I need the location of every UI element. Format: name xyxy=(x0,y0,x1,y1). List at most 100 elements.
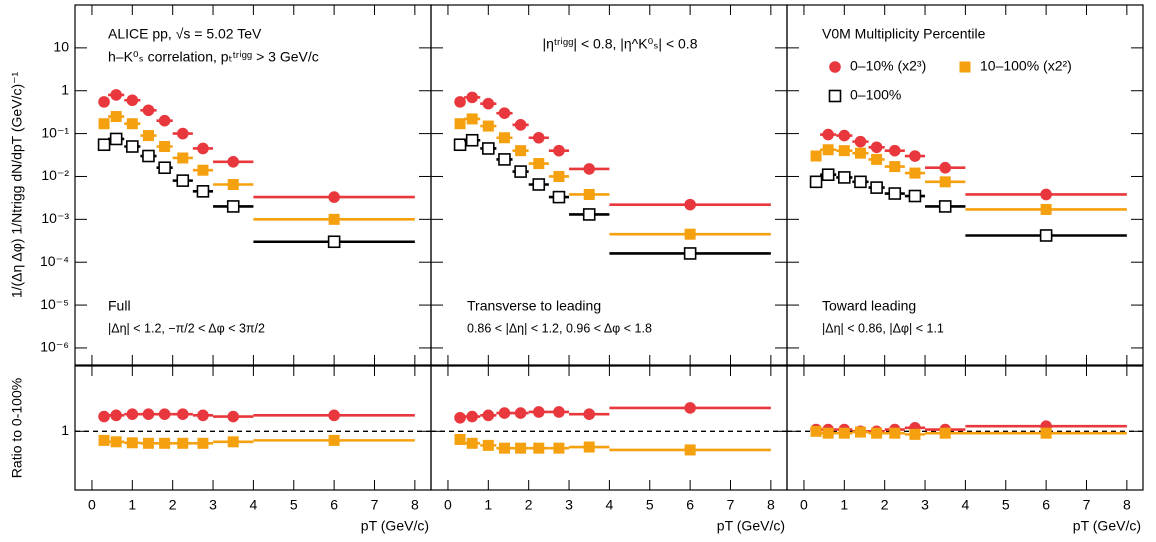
x-axis-label: pT (GeV/c) xyxy=(717,518,785,534)
y-tick-label: 10⁻⁵ xyxy=(40,296,69,312)
data-point xyxy=(226,200,240,213)
x-axis-label: pT (GeV/c) xyxy=(1073,518,1141,534)
data-point xyxy=(176,174,190,187)
data-point xyxy=(227,155,240,168)
data-point xyxy=(196,185,210,198)
y-axis-label: Ratio to 0-100% xyxy=(9,378,25,478)
data-point xyxy=(838,427,850,439)
data-point xyxy=(98,96,110,108)
annotation: |Δη| < 0.86, |Δφ| < 1.1 xyxy=(822,321,944,335)
annotation: V0M Multiplicity Percentile xyxy=(822,26,986,42)
data-point xyxy=(142,408,155,420)
data-point xyxy=(498,132,510,144)
data-point xyxy=(533,442,545,454)
data-point xyxy=(142,104,155,117)
data-point xyxy=(176,127,189,140)
data-point xyxy=(98,410,110,423)
data-point xyxy=(466,410,478,423)
x-tick-label: 7 xyxy=(371,497,379,513)
x-tick-label: 8 xyxy=(411,497,419,513)
data-point xyxy=(809,175,823,189)
data-point xyxy=(583,408,596,420)
data-point xyxy=(158,114,171,127)
data-point xyxy=(126,94,139,107)
legend-label: 0–100% xyxy=(850,87,901,103)
data-point xyxy=(684,228,696,240)
data-point xyxy=(871,153,883,165)
data-point xyxy=(126,118,138,130)
data-point xyxy=(227,178,239,190)
data-point xyxy=(126,408,139,420)
data-point xyxy=(227,436,239,448)
data-point xyxy=(328,409,340,422)
x-tick-label: 2 xyxy=(169,497,177,513)
data-point xyxy=(939,427,951,439)
data-point xyxy=(838,129,851,142)
data-point xyxy=(454,411,466,424)
data-point xyxy=(466,437,478,449)
legend-marker xyxy=(959,61,971,73)
x-tick-label: 3 xyxy=(565,497,573,513)
data-point xyxy=(110,436,122,448)
x-tick-label: 1 xyxy=(840,497,848,513)
data-point xyxy=(142,149,155,163)
data-point xyxy=(453,138,467,152)
plot-frame xyxy=(430,365,788,491)
data-point xyxy=(158,161,171,175)
x-tick-label: 6 xyxy=(330,497,338,513)
annotation: 0.86 < |Δη| < 1.2, 0.96 < Δφ < 1.8 xyxy=(467,321,652,335)
data-point xyxy=(177,437,189,449)
data-point xyxy=(498,153,511,166)
data-point xyxy=(158,408,171,420)
data-point xyxy=(533,158,545,170)
data-point xyxy=(909,428,921,440)
data-point xyxy=(514,119,527,131)
data-point xyxy=(177,152,189,164)
data-point xyxy=(197,437,209,449)
x-tick-label: 5 xyxy=(646,497,654,513)
x-tick-label: 0 xyxy=(800,497,808,513)
data-point xyxy=(514,407,527,419)
data-point xyxy=(532,178,546,191)
data-point xyxy=(176,408,189,420)
data-point xyxy=(939,176,951,188)
data-point xyxy=(227,410,240,423)
data-point xyxy=(870,181,883,194)
x-tick-label: 1 xyxy=(484,497,492,513)
legend-marker xyxy=(828,89,842,103)
data-point xyxy=(822,427,834,439)
data-point xyxy=(514,165,527,178)
y-axis-label: 1/(Δη Δφ) 1/Ntrigg dN/dpT (GeV/c)⁻¹ xyxy=(9,72,25,299)
x-tick-label: 8 xyxy=(767,497,775,513)
data-point xyxy=(328,191,340,203)
data-point xyxy=(1040,188,1052,201)
data-point xyxy=(822,128,834,141)
data-point xyxy=(532,131,545,144)
data-point xyxy=(515,442,527,454)
data-point xyxy=(938,200,952,213)
data-point xyxy=(909,150,921,162)
data-point xyxy=(1040,203,1052,215)
data-point xyxy=(870,141,883,154)
data-point xyxy=(482,439,494,451)
data-point xyxy=(684,198,696,211)
x-tick-label: 0 xyxy=(444,497,452,513)
y-tick-label: 10⁻¹ xyxy=(41,124,69,140)
data-point xyxy=(889,427,901,439)
data-point xyxy=(498,107,511,119)
data-point xyxy=(854,135,867,148)
x-tick-label: 2 xyxy=(525,497,533,513)
x-tick-label: 6 xyxy=(686,497,694,513)
y-tick-label: 10 xyxy=(53,39,69,55)
y-tick-label: 10⁻² xyxy=(41,167,69,183)
data-point xyxy=(142,130,154,142)
annotation: Toward leading xyxy=(822,298,916,314)
data-point xyxy=(939,161,952,174)
data-point xyxy=(810,150,822,162)
y-tick-label: 1 xyxy=(61,422,69,438)
legend-label: 0–10% (x2³) xyxy=(850,58,926,74)
data-point xyxy=(328,213,340,225)
data-point xyxy=(854,426,866,438)
data-point xyxy=(327,235,341,249)
